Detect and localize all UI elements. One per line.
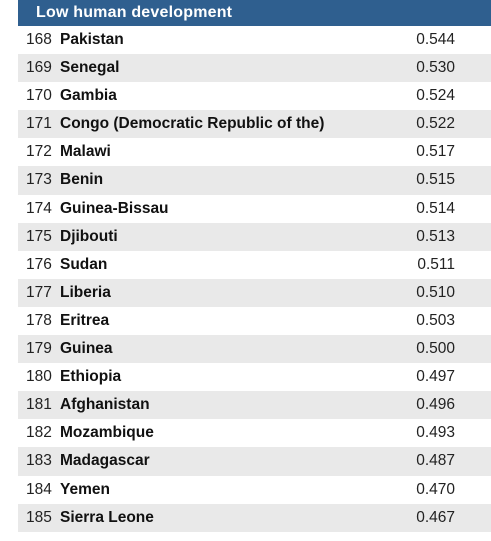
table-row: 169 Senegal 0.530: [18, 54, 491, 83]
rank-cell: 174: [26, 199, 52, 217]
hdi-value-cell: 0.522: [416, 115, 455, 133]
hdi-value-cell: 0.500: [416, 340, 455, 358]
table-row: 181 Afghanistan 0.496: [18, 391, 491, 420]
hdi-value-cell: 0.503: [416, 311, 455, 329]
table-row: 172 Malawi 0.517: [18, 138, 491, 166]
country-cell: Afghanistan: [60, 396, 150, 414]
table-row: 170 Gambia 0.524: [18, 82, 491, 110]
table-row: 176 Sudan 0.511: [18, 251, 491, 279]
rank-cell: 171: [26, 115, 52, 133]
rank-cell: 168: [26, 31, 52, 48]
table-row: 179 Guinea 0.500: [18, 335, 491, 364]
table-row: 182 Mozambique 0.493: [18, 419, 491, 447]
rank-cell: 177: [26, 283, 52, 301]
country-cell: Sudan: [60, 255, 108, 273]
hdi-value-cell: 0.470: [416, 480, 455, 498]
country-cell: Ethiopia: [60, 368, 122, 386]
rank-cell: 176: [26, 255, 52, 273]
table-row: 175 Djibouti 0.513: [18, 222, 491, 251]
table-row: 177 Liberia 0.510: [18, 278, 491, 307]
country-cell: Congo (Democratic Republic of the): [60, 115, 325, 133]
hdi-value-cell: 0.530: [416, 59, 455, 77]
hdi-value-cell: 0.496: [416, 396, 455, 414]
country-cell: Yemen: [60, 480, 110, 498]
country-cell: Guinea-Bissau: [60, 199, 169, 217]
table-row: 183 Madagascar 0.487: [18, 447, 491, 476]
hdi-value-cell: 0.515: [416, 171, 455, 189]
hdi-value-cell: 0.510: [416, 283, 455, 301]
rank-cell: 185: [26, 508, 52, 526]
country-cell: Pakistan: [60, 31, 124, 48]
table-row: 184 Yemen 0.470: [18, 476, 491, 504]
country-cell: Djibouti: [60, 227, 118, 245]
country-cell: Guinea: [60, 340, 113, 358]
rank-cell: 181: [26, 396, 52, 414]
hdi-value-cell: 0.524: [416, 87, 455, 105]
rank-cell: 179: [26, 340, 52, 358]
rank-cell: 170: [26, 87, 52, 105]
country-cell: Gambia: [60, 87, 117, 105]
country-cell: Liberia: [60, 283, 111, 301]
rank-cell: 178: [26, 311, 52, 329]
hdi-value-cell: 0.497: [416, 368, 455, 386]
rank-cell: 184: [26, 480, 52, 498]
rank-cell: 182: [26, 424, 52, 442]
rank-cell: 175: [26, 227, 52, 245]
country-cell: Benin: [60, 171, 104, 189]
table-row: 171 Congo (Democratic Republic of the) 0.5…: [18, 110, 491, 139]
rank-cell: 172: [26, 143, 52, 161]
rank-cell: 169: [26, 59, 52, 77]
hdi-value-cell: 0.467: [416, 508, 455, 526]
hdi-table: Low human development 168 Pakistan 0.544 16…: [18, 0, 491, 532]
rank-cell: 180: [26, 368, 52, 386]
table-header: Low human development: [18, 0, 491, 26]
table-row: 168 Pakistan 0.544: [18, 26, 491, 54]
country-cell: Mozambique: [60, 424, 154, 442]
rank-cell: 183: [26, 452, 52, 470]
country-cell: Sierra Leone: [60, 508, 154, 526]
hdi-value-cell: 0.487: [416, 452, 455, 470]
hdi-value-cell: 0.544: [416, 31, 455, 48]
hdi-value-cell: 0.493: [416, 424, 455, 442]
country-cell: Eritrea: [60, 311, 110, 329]
country-cell: Madagascar: [60, 452, 150, 470]
table-row: 178 Eritrea 0.503: [18, 307, 491, 335]
country-cell: Senegal: [60, 59, 120, 77]
hdi-value-cell: 0.514: [416, 199, 455, 217]
table-body: 168 Pakistan 0.544 169 Senegal 0.530 170 Gambia…: [18, 26, 491, 532]
hdi-value-cell: 0.511: [417, 255, 455, 273]
rank-cell: 173: [26, 171, 52, 189]
hdi-value-cell: 0.513: [416, 227, 455, 245]
table-row: 173 Benin 0.515: [18, 166, 491, 195]
table-row: 185 Sierra Leone 0.467: [18, 503, 491, 532]
table-row: 174 Guinea-Bissau 0.514: [18, 195, 491, 223]
country-cell: Malawi: [60, 143, 111, 161]
table-row: 180 Ethiopia 0.497: [18, 363, 491, 391]
hdi-value-cell: 0.517: [416, 143, 455, 161]
